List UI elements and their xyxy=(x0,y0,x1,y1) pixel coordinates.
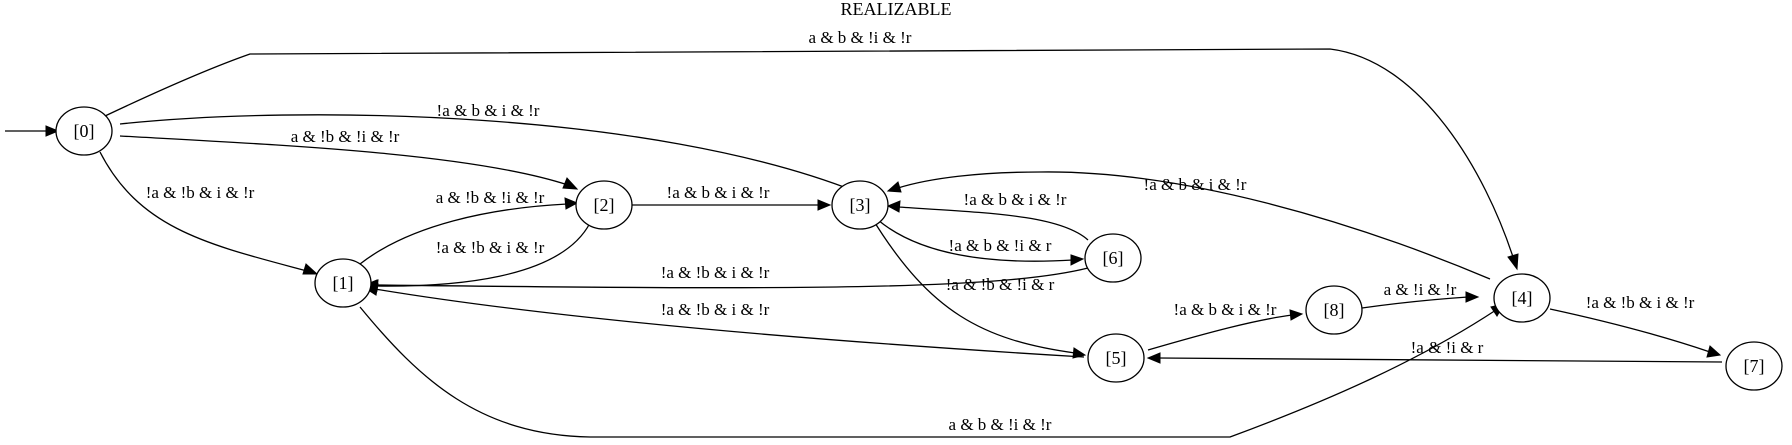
edge-label-3-6: !a & b & !i & r xyxy=(949,236,1052,255)
edge-label-2-3: !a & b & i & !r xyxy=(667,183,770,202)
edge-2-to-1: !a & !b & i & !r xyxy=(363,222,591,292)
edge-label-6-1: !a & !b & i & !r xyxy=(661,263,770,282)
edge-0-to-4: a & b & !i & !r xyxy=(104,28,1519,271)
node-0[interactable]: [0] xyxy=(55,106,113,156)
edge-label-7-5: !a & !i & r xyxy=(1411,338,1484,357)
edge-5-to-1: !a & !b & i & !r xyxy=(363,283,1085,358)
edge-label-6-3: !a & b & i & !r xyxy=(964,190,1067,209)
edge-2-to-3: !a & b & i & !r xyxy=(632,183,832,211)
edge-label-0-2: a & !b & !i & !r xyxy=(291,127,400,146)
edge-label-4-3: !a & b & i & !r xyxy=(1144,175,1247,194)
node-4[interactable]: [4] xyxy=(1493,273,1551,323)
initial-edge xyxy=(5,125,60,137)
edge-4-to-7: !a & !b & i & !r xyxy=(1549,293,1722,358)
edge-label-5-1: !a & !b & i & !r xyxy=(661,300,770,319)
node-label-5: [5] xyxy=(1106,348,1127,368)
node-8[interactable]: [8] xyxy=(1305,285,1363,335)
edge-label-0-4: a & b & !i & !r xyxy=(809,28,912,47)
edge-label-2-1: !a & !b & i & !r xyxy=(436,238,545,257)
edge-4-to-3: !a & b & i & !r xyxy=(886,171,1491,280)
edge-1-to-2: a & !b & !i & !r xyxy=(359,188,579,265)
edge-6-to-3: !a & b & i & !r xyxy=(886,190,1089,241)
node-label-2: [2] xyxy=(594,195,615,215)
edge-label-4-7: !a & !b & i & !r xyxy=(1586,293,1695,312)
edge-0-to-2: a & !b & !i & !r xyxy=(119,127,579,190)
node-label-8: [8] xyxy=(1324,300,1345,320)
node-label-1: [1] xyxy=(333,273,354,293)
diagram-title: REALIZABLE xyxy=(841,0,952,19)
edge-5-to-8: !a & b & i & !r xyxy=(1147,300,1304,351)
edge-8-to-4: a & !i & !r xyxy=(1361,280,1480,309)
edge-0-to-3: !a & b & i & !r xyxy=(119,101,868,197)
node-2[interactable]: [2] xyxy=(575,180,633,230)
node-label-7: [7] xyxy=(1744,356,1765,376)
node-label-6: [6] xyxy=(1103,248,1124,268)
edge-3-to-5: !a & !b & !i & r xyxy=(874,222,1087,359)
node-1[interactable]: [1] xyxy=(314,258,372,308)
edge-label-8-4: a & !i & !r xyxy=(1384,280,1457,299)
node-label-4: [4] xyxy=(1512,288,1533,308)
edge-label-1-4: a & b & !i & !r xyxy=(949,415,1052,434)
edge-label-3-5: !a & !b & !i & r xyxy=(946,275,1055,294)
edge-0-to-1: !a & !b & i & !r xyxy=(99,151,319,275)
node-label-3: [3] xyxy=(850,195,871,215)
node-label-0: [0] xyxy=(74,121,95,141)
edge-7-to-5: !a & !i & r xyxy=(1146,338,1723,364)
edge-label-1-2: a & !b & !i & !r xyxy=(436,188,545,207)
edge-3-to-6: !a & b & !i & r xyxy=(877,219,1085,266)
node-3[interactable]: [3] xyxy=(831,180,889,230)
node-7[interactable]: [7] xyxy=(1725,341,1783,391)
edge-label-0-3: !a & b & i & !r xyxy=(437,101,540,120)
node-5[interactable]: [5] xyxy=(1087,333,1145,383)
edge-label-5-8: !a & b & i & !r xyxy=(1174,300,1277,319)
edge-label-0-1: !a & !b & i & !r xyxy=(146,183,255,202)
node-6[interactable]: [6] xyxy=(1084,233,1142,283)
